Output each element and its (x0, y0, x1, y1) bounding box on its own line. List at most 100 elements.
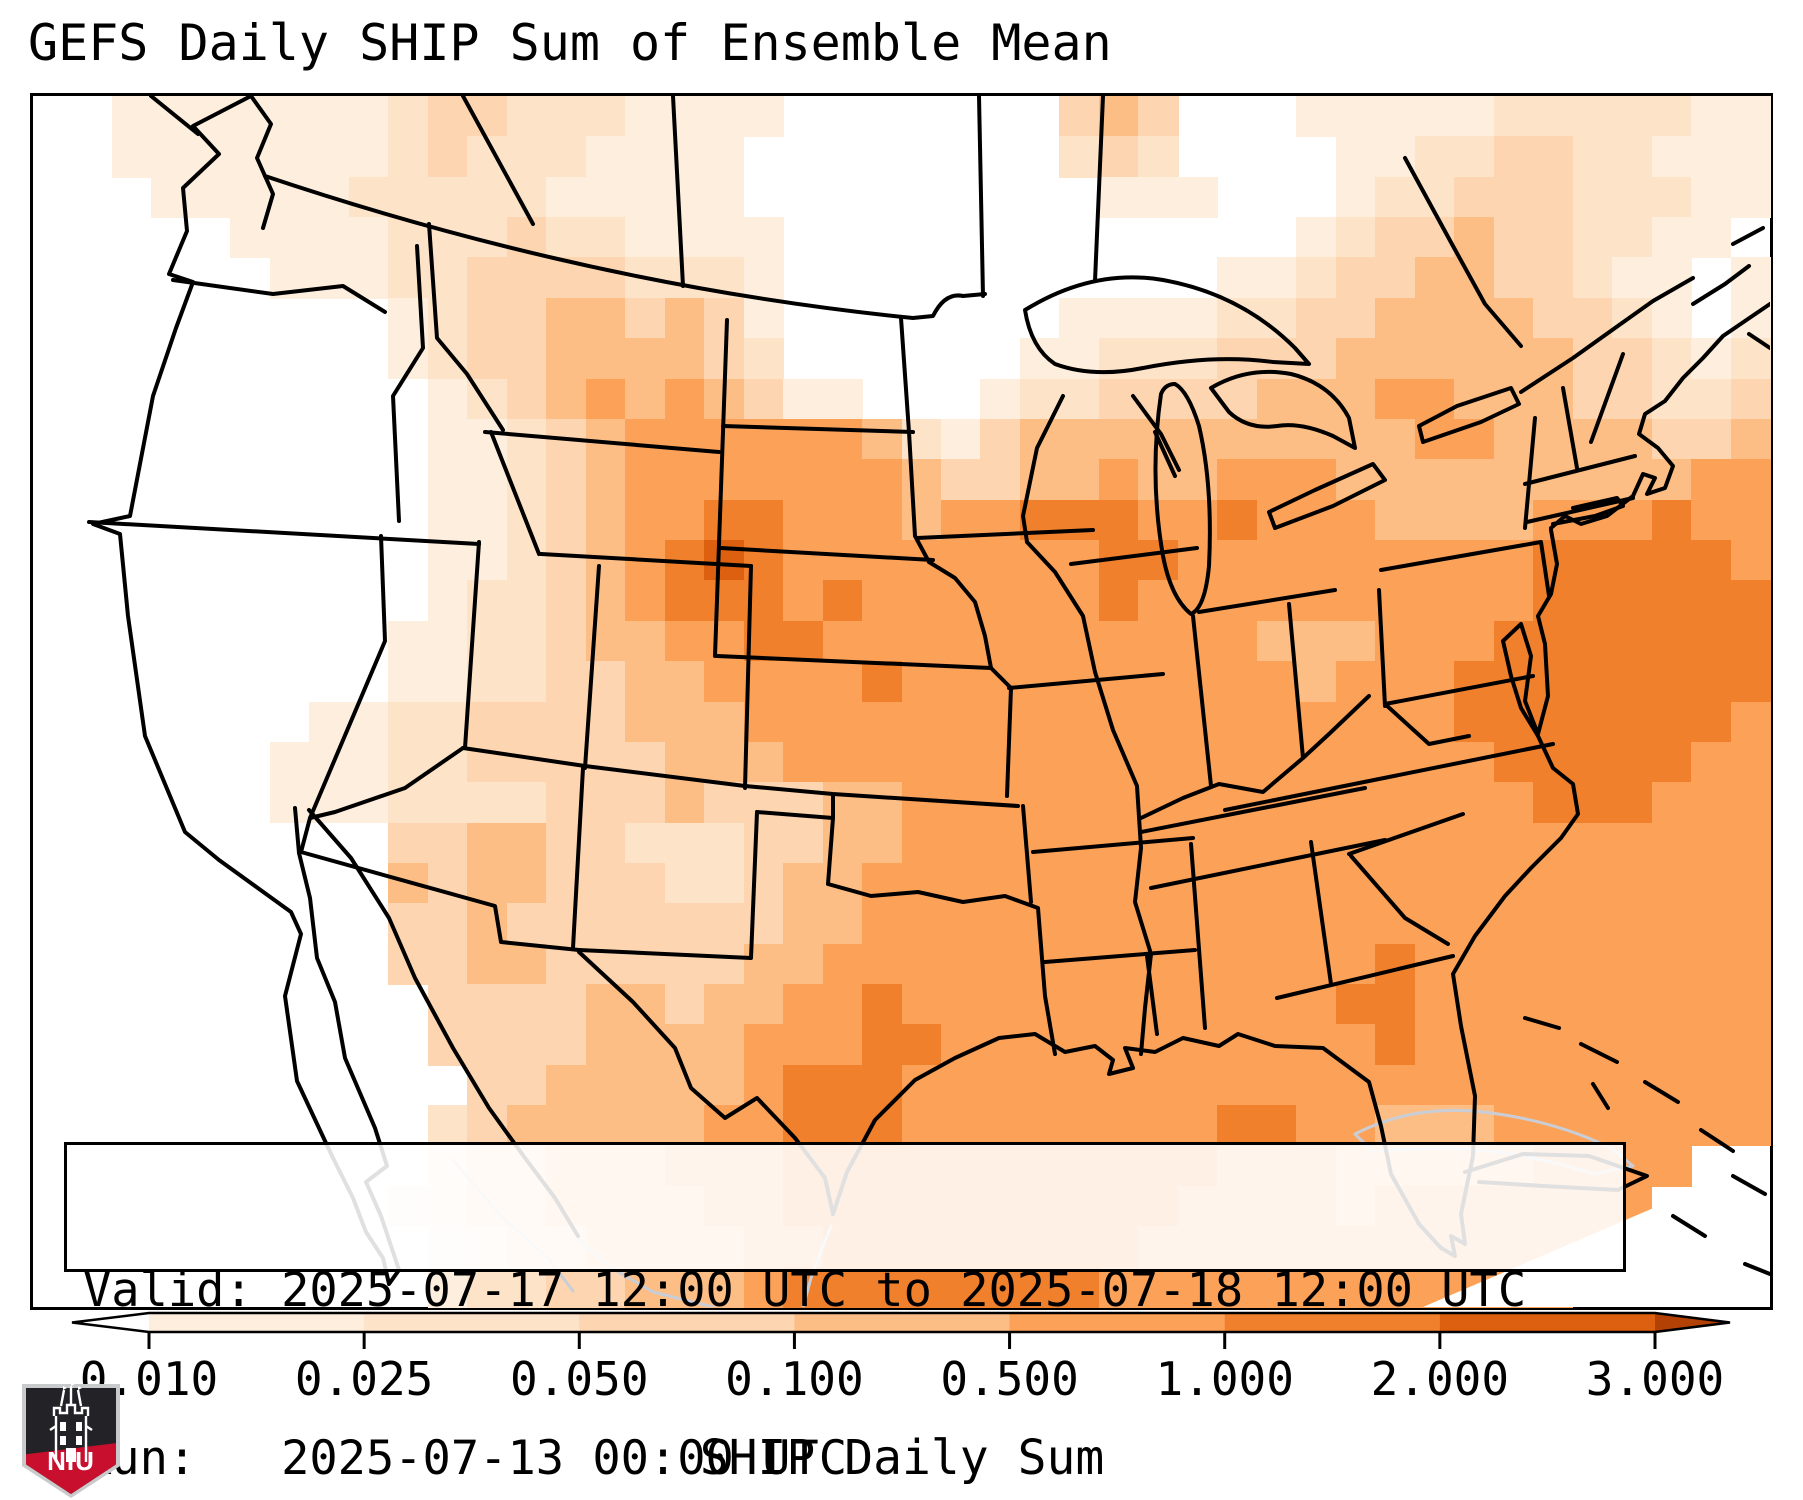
heatmap-cell (862, 1024, 903, 1066)
heatmap-cell (1572, 822, 1613, 864)
heatmap-cell (427, 943, 469, 985)
heatmap-cell (625, 1064, 666, 1106)
heatmap-cell (1651, 862, 1692, 905)
heatmap-cell (1375, 257, 1416, 299)
heatmap-cell (783, 822, 824, 864)
heatmap-cell (1651, 1105, 1692, 1147)
heatmap-cell (862, 943, 903, 985)
heatmap-cell (1414, 96, 1455, 138)
heatmap-cell (506, 903, 547, 945)
heatmap-cell (1335, 257, 1377, 299)
heatmap-cell (1612, 257, 1653, 299)
heatmap-cell (348, 96, 390, 138)
heatmap-cell (1612, 96, 1653, 138)
border-coastline (1069, 546, 1199, 566)
heatmap-cell (940, 741, 982, 784)
heatmap-cell (664, 661, 705, 703)
heatmap-cell (1651, 338, 1692, 380)
heatmap-cell (901, 984, 942, 1026)
heatmap-cell (704, 580, 745, 622)
heatmap-cell (427, 1105, 469, 1147)
heatmap-cell (625, 782, 666, 824)
run-time-text: Run: 2025-07-13 00:00 UTC (83, 1431, 848, 1486)
border-coastline (1643, 1080, 1680, 1104)
heatmap-cell (388, 136, 429, 178)
heatmap-cell (901, 459, 942, 501)
heatmap-cell (348, 136, 390, 178)
heatmap-cell (467, 176, 508, 218)
heatmap-cell (388, 96, 429, 138)
heatmap-cell (980, 701, 1021, 743)
heatmap-cell (625, 378, 666, 420)
heatmap-cell (980, 1064, 1021, 1106)
heatmap-cell (427, 661, 469, 703)
heatmap-cell (862, 580, 903, 622)
border-coastline (1275, 954, 1455, 1000)
border-coastline (1349, 854, 1450, 946)
heatmap-cell (1691, 741, 1732, 784)
heatmap-cell (664, 176, 705, 218)
heatmap-cell (1493, 782, 1534, 824)
heatmap-cell (1217, 943, 1258, 985)
heatmap-cell (1651, 540, 1692, 582)
heatmap-cell (1691, 1024, 1732, 1066)
heatmap-cell (1138, 1064, 1179, 1106)
heatmap-cell (862, 782, 903, 824)
heatmap-cell (1691, 540, 1732, 582)
heatmap-cell (783, 903, 824, 945)
heatmap-cell (901, 1024, 942, 1066)
heatmap-cell (506, 620, 547, 662)
heatmap-cell (427, 418, 469, 461)
heatmap-cell (1256, 459, 1298, 501)
heatmap-cell (585, 741, 626, 784)
heatmap-cell (743, 741, 784, 784)
heatmap-cell (1414, 338, 1455, 380)
heatmap-cell (1375, 297, 1416, 339)
border-coastline (461, 96, 535, 226)
heatmap-cell (1335, 862, 1377, 905)
heatmap-cell (1572, 782, 1613, 824)
heatmap-cell (743, 822, 784, 864)
heatmap-cell (1059, 1064, 1100, 1106)
heatmap-cell (1493, 418, 1534, 461)
heatmap-cell (1730, 459, 1771, 501)
heatmap-cell (546, 984, 587, 1026)
heatmap-cell (783, 701, 824, 743)
heatmap-cell (1691, 661, 1732, 703)
heatmap-cell (506, 540, 547, 582)
heatmap-cell (1098, 661, 1140, 703)
heatmap-cell (625, 580, 666, 622)
heatmap-cell (1177, 984, 1219, 1026)
heatmap-cell (862, 661, 903, 703)
heatmap-cell (1651, 943, 1692, 985)
heatmap-cell (546, 1266, 587, 1308)
border-coastline (1377, 588, 1387, 708)
heatmap-cell (1217, 459, 1258, 501)
heatmap-cell (940, 1064, 982, 1106)
heatmap-cell (1730, 903, 1771, 945)
border-coastline (391, 244, 425, 523)
border-coastline (489, 430, 541, 556)
heatmap-cell (664, 701, 705, 743)
heatmap-cell (585, 297, 626, 339)
heatmap-cell (1730, 257, 1771, 299)
heatmap-cell (625, 862, 666, 905)
heatmap-cell (664, 217, 705, 259)
heatmap-cell (309, 96, 350, 138)
heatmap-cell (1612, 136, 1653, 178)
heatmap-cell (664, 378, 705, 420)
heatmap-cell (1059, 943, 1100, 985)
border-coastline (1383, 674, 1535, 706)
heatmap-cell (1612, 661, 1653, 703)
heatmap-cell (783, 580, 824, 622)
border-coastline (1549, 302, 1770, 530)
heatmap-cell (1533, 297, 1574, 339)
border-coastline (1347, 812, 1465, 856)
heatmap-cell (546, 136, 587, 178)
heatmap-cell (783, 459, 824, 501)
heatmap-cell (980, 1266, 1021, 1308)
heatmap-cell (625, 297, 666, 339)
heatmap-cell (1059, 822, 1100, 864)
heatmap-cell (388, 782, 429, 824)
heatmap-cell (1019, 741, 1061, 784)
